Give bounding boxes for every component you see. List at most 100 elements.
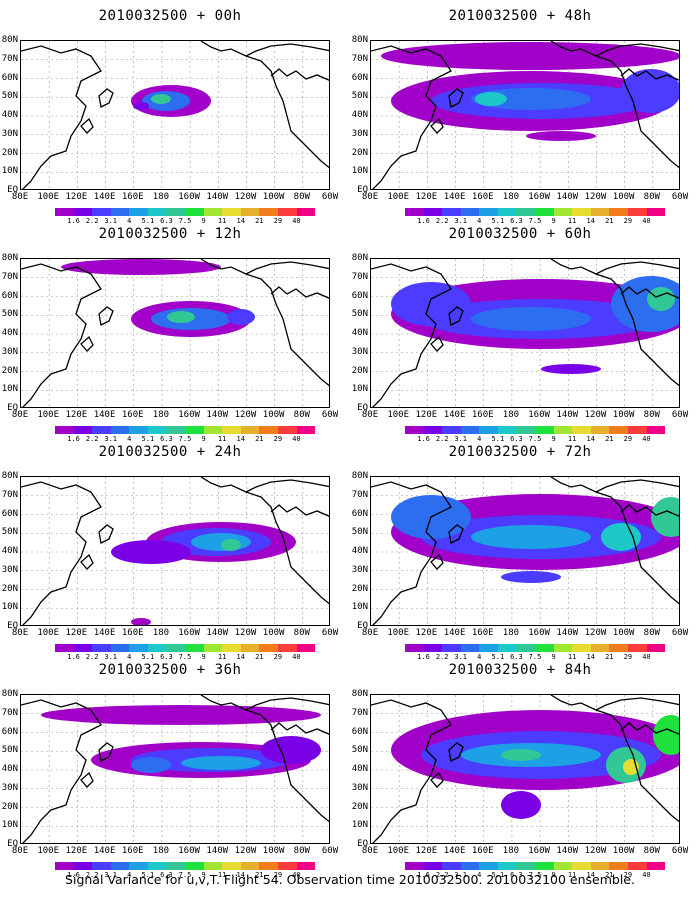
x-tick-label: 160E xyxy=(471,410,494,420)
coastline xyxy=(270,722,329,735)
colorbar-tick-label: 29 xyxy=(623,653,633,661)
y-tick-label: 80N xyxy=(351,689,368,699)
colorbar-tick-label: 4 xyxy=(127,217,132,225)
coastline xyxy=(98,742,114,762)
x-tick-label: 80E xyxy=(11,628,29,638)
colorbar-tick-label: 29 xyxy=(623,435,633,443)
colorbar-tick-label: 4 xyxy=(127,871,132,879)
coastline xyxy=(98,306,114,326)
colorbar-swatch xyxy=(166,208,186,216)
colorbar-tick-label: 1.6 xyxy=(67,217,80,225)
colorbar-labels: 1.6 2.2 3.1 4 5.1 6.3 7.5 9 11 14 21 29 40 xyxy=(405,871,665,879)
colorbar-swatch xyxy=(405,644,424,652)
colorbar-swatch xyxy=(646,862,666,870)
colorbar-swatch xyxy=(147,862,167,870)
colorbar-swatch xyxy=(73,862,93,870)
y-tick-label: 20N xyxy=(351,801,368,812)
colorbar-swatch xyxy=(92,862,111,870)
colorbar-swatch xyxy=(296,208,316,216)
panel-title: 2010032500 + 60h xyxy=(448,226,592,242)
variance-contour xyxy=(653,715,679,755)
colorbar-tick-label: 40 xyxy=(642,871,651,879)
x-tick-label: 180 xyxy=(152,192,170,202)
panel-title: 2010032500 + 36h xyxy=(98,662,242,678)
x-tick-label: 120W xyxy=(584,410,607,420)
colorbar-tick-label: 14 xyxy=(236,435,245,443)
y-tick-label: 20N xyxy=(351,147,368,158)
map-panel: 2010032500 + 00h 80N 70N 60N 50N 40N 30N 20N 10N… xyxy=(0,0,340,225)
colorbar-swatch xyxy=(222,208,241,216)
y-tick-label: 10N xyxy=(1,384,18,395)
x-tick-label: 120E xyxy=(415,192,438,202)
coastline xyxy=(371,481,452,625)
x-tick-label: 60W xyxy=(321,192,339,202)
colorbar-swatch xyxy=(185,644,204,652)
colorbar-swatch xyxy=(590,208,610,216)
colorbar-swatch xyxy=(166,862,186,870)
coastline xyxy=(448,88,464,108)
colorbar-tick-label: 2.2 xyxy=(85,653,99,661)
colorbar-tick-label: 9 xyxy=(551,435,556,443)
x-tick-label: 80W xyxy=(643,846,660,856)
y-tick-label: 70N xyxy=(351,489,368,500)
x-tick-label: 100E xyxy=(387,846,410,856)
colorbar-swatch xyxy=(277,208,297,216)
colorbar-swatch xyxy=(129,208,148,216)
colorbar-tick-label: 21 xyxy=(605,871,614,879)
colorbar-tick-label: 11 xyxy=(567,217,577,225)
colorbar-tick-label: 4 xyxy=(477,653,482,661)
x-tick-label: 100E xyxy=(37,192,60,202)
colorbar-tick-label: 9 xyxy=(551,217,556,225)
colorbar-swatch xyxy=(73,644,93,652)
colorbar-tick-label: 5.1 xyxy=(491,217,505,225)
y-tick-label: 50N xyxy=(1,527,18,538)
colorbar-swatch xyxy=(627,426,647,434)
coastline xyxy=(21,699,102,843)
variance-contour xyxy=(131,618,151,625)
colorbar-tick-label: 3.1 xyxy=(454,435,468,443)
colorbar-tick-label: 14 xyxy=(236,217,245,225)
y-tick-label: 70N xyxy=(1,489,18,500)
colorbar-tick-label: 11 xyxy=(217,653,227,661)
colorbar-swatch xyxy=(203,644,223,652)
x-tick-label: 80W xyxy=(293,192,310,202)
colorbar-tick-label: 29 xyxy=(623,217,633,225)
y-tick-label: 60N xyxy=(351,508,368,519)
x-tick-label: 100W xyxy=(612,846,635,856)
field-plot xyxy=(371,477,679,625)
y-tick-label: 30N xyxy=(351,782,368,793)
x-tick-label: 140E xyxy=(93,410,116,420)
colorbar-tick-label: 3.1 xyxy=(454,871,468,879)
x-tick-label: 100E xyxy=(387,410,410,420)
coastline xyxy=(430,553,444,570)
colorbar-swatch xyxy=(627,644,647,652)
coastline xyxy=(80,117,94,134)
coastline xyxy=(595,697,679,711)
colorbar-swatch xyxy=(166,644,186,652)
y-tick-label: 80N xyxy=(1,35,18,45)
colorbar-tick-label: 21 xyxy=(255,871,264,879)
x-tick-label: 120E xyxy=(65,628,88,638)
coastline xyxy=(595,479,679,493)
colorbar-tick-label: 6.3 xyxy=(160,871,173,879)
colorbar-swatch xyxy=(259,426,278,434)
colorbar-swatch xyxy=(497,426,517,434)
colorbar-swatch xyxy=(55,426,74,434)
colorbar-swatch xyxy=(535,862,554,870)
coastline xyxy=(98,88,114,108)
y-tick-label: 80N xyxy=(1,689,18,699)
colorbar-swatch xyxy=(442,862,461,870)
colorbar-swatch xyxy=(479,208,498,216)
x-tick-label: 120E xyxy=(415,846,438,856)
colorbar-tick-label: 5.1 xyxy=(141,871,155,879)
colorbar-tick-label: 3.1 xyxy=(104,435,118,443)
x-tick-label: 80E xyxy=(361,410,379,420)
coastline xyxy=(550,259,679,387)
colorbar-tick-label: 5.1 xyxy=(141,217,155,225)
colorbar-swatch xyxy=(405,426,424,434)
colorbar-swatch xyxy=(646,208,666,216)
colorbar-tick-label: 5.1 xyxy=(491,435,505,443)
variance-contour xyxy=(541,364,601,374)
x-tick-label: 140W xyxy=(556,846,579,856)
x-tick-label: 100E xyxy=(387,192,410,202)
